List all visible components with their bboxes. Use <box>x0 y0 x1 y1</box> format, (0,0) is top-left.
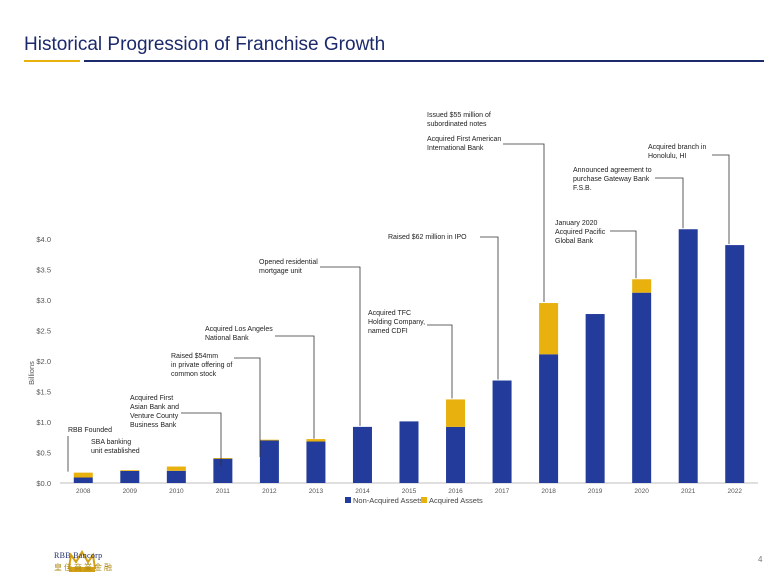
bar-acquired-2009 <box>120 470 140 471</box>
legend-swatch <box>345 497 351 503</box>
annotation-label: Opened residential mortgage unit <box>257 257 320 277</box>
x-tick-label: 2021 <box>681 488 696 495</box>
y-tick-label: $3.0 <box>36 296 51 305</box>
bar-acquired-2010 <box>166 466 186 471</box>
bar-acquired-2018 <box>539 303 559 355</box>
annotation-label: Acquired branch in Honolulu, HI <box>646 142 709 162</box>
page-number: 4 <box>758 555 763 564</box>
bar-non-acquired-2018 <box>539 354 559 483</box>
annotation-label: Raised $54mm in private offering of comm… <box>169 351 235 380</box>
annotation-leader-line <box>610 230 637 279</box>
bar-non-acquired-2008 <box>73 477 93 483</box>
x-tick-label: 2017 <box>495 488 510 495</box>
y-tick-label: $1.0 <box>36 418 51 427</box>
annotation-label: RBB Founded <box>66 425 114 436</box>
annotation-label: Acquired TFC Holding Company, named CDFI <box>366 308 428 337</box>
annotation-leader-line <box>174 412 222 466</box>
bar-non-acquired-2014 <box>352 426 372 483</box>
bar-non-acquired-2010 <box>166 470 186 483</box>
bar-non-acquired-2011 <box>213 458 233 483</box>
bar-non-acquired-2009 <box>120 470 140 483</box>
x-tick-label: 2020 <box>634 488 649 495</box>
y-tick-label: $3.5 <box>36 266 51 275</box>
bar-non-acquired-2013 <box>306 441 326 483</box>
y-tick-label: $0.0 <box>36 479 51 488</box>
bar-acquired-2020 <box>632 279 652 293</box>
x-tick-label: 2014 <box>355 488 370 495</box>
title-accent-rule <box>24 60 80 62</box>
bar-non-acquired-2021 <box>678 229 698 483</box>
y-tick-label: $4.0 <box>36 235 51 244</box>
annotation-label: Acquired Los Angeles National Bank <box>203 324 275 344</box>
x-tick-label: 2016 <box>448 488 463 495</box>
annotation-label: Raised $62 million in IPO <box>386 232 469 243</box>
bar-acquired-2012 <box>259 439 279 441</box>
y-tick-label: $2.5 <box>36 327 51 336</box>
y-tick-label: $0.5 <box>36 449 51 458</box>
annotation-leader-line <box>305 266 361 426</box>
y-tick-label: $1.5 <box>36 388 51 397</box>
x-tick-label: 2009 <box>123 488 138 495</box>
x-tick-label: 2015 <box>402 488 417 495</box>
legend-label: Acquired Assets <box>429 496 483 505</box>
logo-chinese-name: 皇佳商業金融 <box>54 563 114 572</box>
x-tick-label: 2011 <box>216 488 230 495</box>
legend-label: Non-Acquired Assets <box>353 496 423 505</box>
bar-non-acquired-2020 <box>632 292 652 483</box>
bar-non-acquired-2019 <box>585 314 605 483</box>
bar-non-acquired-2022 <box>725 245 745 483</box>
annotation-leader-line <box>500 143 545 303</box>
bar-acquired-2016 <box>446 399 466 427</box>
x-tick-label: 2019 <box>588 488 603 495</box>
bar-non-acquired-2012 <box>259 440 279 483</box>
annotation-label: SBA banking unit established <box>89 437 142 457</box>
bar-non-acquired-2016 <box>446 426 466 483</box>
y-tick-label: $2.0 <box>36 357 51 366</box>
x-tick-label: 2010 <box>169 488 184 495</box>
annotation-leader-line <box>480 236 499 380</box>
x-tick-label: 2018 <box>541 488 556 495</box>
page-title: Historical Progression of Franchise Grow… <box>24 34 386 55</box>
rbb-crown-logo-icon <box>67 550 97 572</box>
bar-non-acquired-2015 <box>399 421 419 483</box>
x-tick-label: 2008 <box>76 488 91 495</box>
x-tick-label: 2022 <box>727 488 742 495</box>
annotation-label: January 2020 Acquired Pacific Global Ban… <box>553 218 608 247</box>
y-axis-title: Billions <box>27 361 36 385</box>
annotation-leader-line <box>712 154 730 245</box>
x-tick-label: 2013 <box>309 488 324 495</box>
x-tick-label: 2012 <box>262 488 277 495</box>
annotation-label: Acquired First Asian Bank and Venture Co… <box>128 393 182 431</box>
bar-non-acquired-2017 <box>492 380 512 483</box>
annotation-leader-line <box>655 177 684 229</box>
bar-acquired-2011 <box>213 457 233 459</box>
annotation-label: Announced agreement to purchase Gateway … <box>571 165 654 194</box>
bar-acquired-2008 <box>73 472 93 478</box>
legend-swatch <box>421 497 427 503</box>
annotation-label: Acquired First American International Ba… <box>425 134 504 154</box>
bar-acquired-2013 <box>306 439 326 442</box>
title-underline-rule <box>84 60 764 62</box>
annotation-label: Issued $55 million of subordinated notes <box>425 110 493 130</box>
logo-wordmark: RBB Bancorp <box>54 551 103 560</box>
